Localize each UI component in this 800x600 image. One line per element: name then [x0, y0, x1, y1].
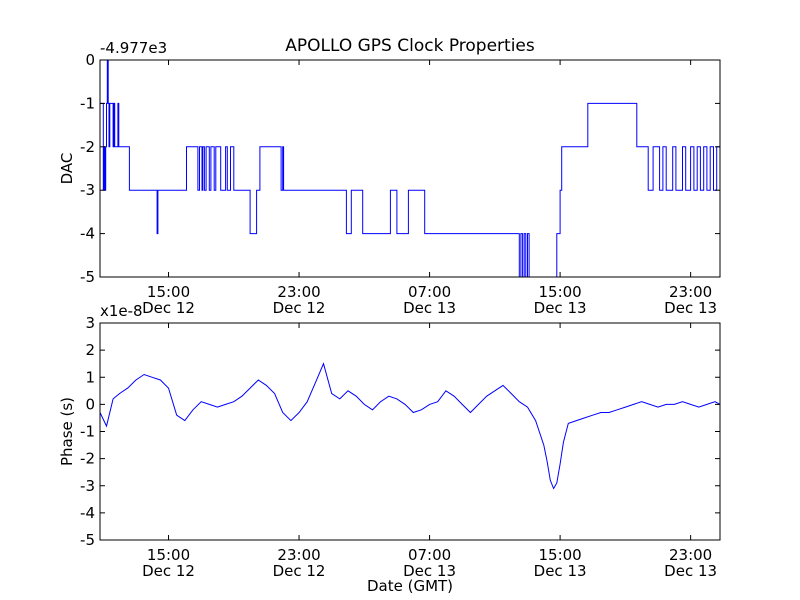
- dac-series-path-0: [100, 59, 720, 278]
- dac-offset-label: -4.977e3: [100, 39, 167, 57]
- phase-offset-label: x1e-8: [100, 302, 143, 320]
- phase-series-path-0: [99, 362, 721, 490]
- phase-x-tick-time-label: 23:00: [669, 546, 712, 564]
- dac-x-tick-date-label: Dec 12: [273, 299, 326, 317]
- phase-x-tick-time-label: 23:00: [277, 546, 320, 564]
- phase-y-tick-label: -2: [80, 450, 95, 468]
- dac-x-tick-time-label: 23:00: [669, 283, 712, 301]
- phase-series-line: [99, 362, 721, 490]
- phase-y-tick-label: -3: [80, 477, 95, 495]
- x-axis-label: Date (GMT): [367, 577, 453, 595]
- phase-x-tick-date-label: Dec 13: [664, 562, 717, 580]
- dac-series-line: [100, 59, 720, 278]
- phase-x-tick-time-label: 15:00: [538, 546, 581, 564]
- dac-x-tick-time-label: 15:00: [538, 283, 581, 301]
- chart-title: APOLLO GPS Clock Properties: [285, 36, 535, 56]
- phase-y-tick-label: 1: [85, 368, 95, 386]
- dac-x-tick-date-label: Dec 13: [664, 299, 717, 317]
- phase-y-tick-label: -1: [80, 423, 95, 441]
- phase-y-tick-label: 3: [85, 314, 95, 332]
- dac-x-tick-date-label: Dec 12: [142, 299, 195, 317]
- phase-x-tick-date-label: Dec 12: [142, 562, 195, 580]
- dac-y-tick-labels: 0 -1 -2 -3 -4 -5: [80, 51, 95, 286]
- dac-y-tick-label: 0: [85, 51, 95, 69]
- dac-x-tick-time-label: 07:00: [408, 283, 451, 301]
- phase-x-tick-time-label: 15:00: [147, 546, 190, 564]
- dac-y-tick-label: -5: [80, 268, 95, 286]
- dac-y-tick-label: -1: [80, 94, 95, 112]
- dac-y-axis-label: DAC: [58, 153, 76, 185]
- dac-y-tick-label: -3: [80, 181, 95, 199]
- phase-y-tick-label: 2: [85, 341, 95, 359]
- phase-x-tick-date-label: Dec 13: [403, 562, 456, 580]
- dac-y-tick-label: -2: [80, 138, 95, 156]
- dac-x-tick-time-label: 23:00: [277, 283, 320, 301]
- phase-y-tick-label: -5: [80, 531, 95, 549]
- phase-x-tick-date-label: Dec 12: [273, 562, 326, 580]
- dac-y-tick-label: -4: [80, 225, 95, 243]
- dac-x-tick-date-label: Dec 13: [403, 299, 456, 317]
- dac-x-tick-date-label: Dec 13: [534, 299, 587, 317]
- dac-plot-frame: [99, 59, 721, 278]
- phase-plot-frame: [99, 322, 721, 541]
- phase-y-axis-label: Phase (s): [58, 397, 76, 466]
- phase-y-tick-label: -4: [80, 504, 95, 522]
- phase-y-tick-labels: 3 2 1 0 -1 -2 -3 -4 -5: [80, 314, 95, 549]
- phase-x-tick-date-label: Dec 13: [534, 562, 587, 580]
- phase-x-tick-time-label: 07:00: [408, 546, 451, 564]
- dac-x-tick-time-label: 15:00: [147, 283, 190, 301]
- phase-y-tick-label: 0: [85, 395, 95, 413]
